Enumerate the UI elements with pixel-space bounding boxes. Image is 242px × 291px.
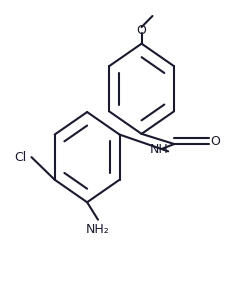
Text: NH₂: NH₂	[86, 223, 110, 236]
Text: Cl: Cl	[15, 151, 27, 164]
Text: O: O	[137, 24, 146, 37]
Text: NH: NH	[150, 143, 168, 156]
Text: O: O	[211, 135, 220, 148]
